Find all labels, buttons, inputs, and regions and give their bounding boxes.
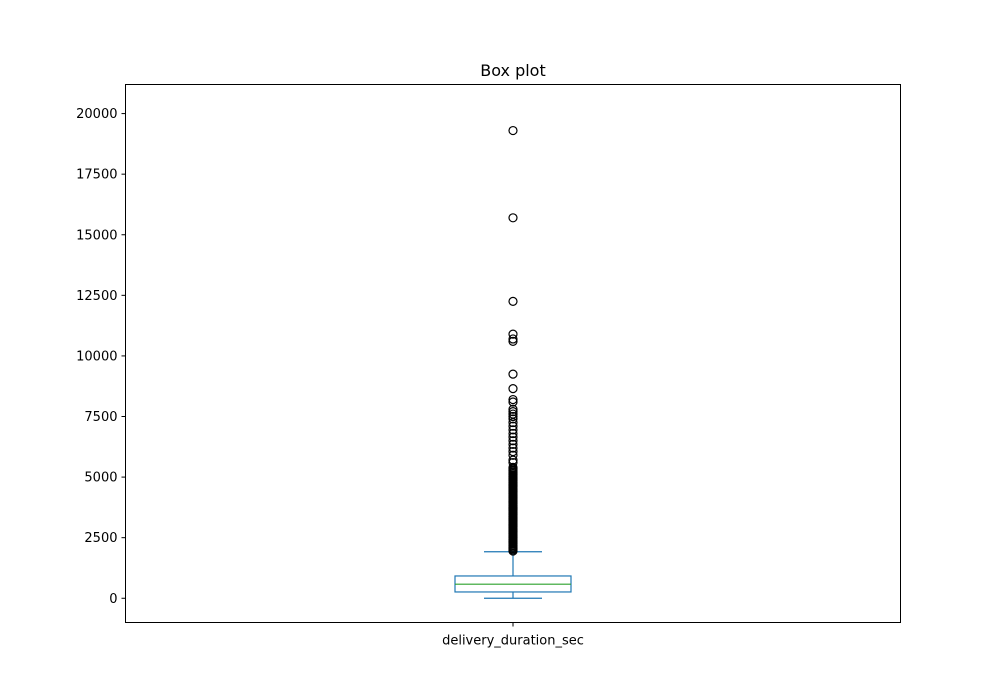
plot-frame — [125, 84, 901, 623]
y-tick-label: 20000 — [76, 107, 117, 122]
outlier-point — [508, 296, 518, 306]
outlier-point — [508, 125, 518, 136]
outlier-point — [508, 457, 518, 468]
outlier-point — [508, 425, 518, 435]
y-tick-label: 0 — [109, 592, 117, 607]
outlier-point — [508, 407, 518, 417]
outlier-point — [508, 336, 518, 346]
y-tick-label: 10000 — [76, 349, 117, 364]
y-tick-label: 12500 — [76, 289, 117, 304]
outlier-point — [508, 450, 518, 460]
outlier-point — [508, 436, 518, 446]
outlier-point — [508, 329, 518, 339]
outlier-point — [508, 428, 518, 439]
y-tick-label: 7500 — [84, 410, 117, 425]
y-tick-label: 17500 — [76, 168, 117, 183]
outlier-point — [508, 394, 518, 405]
chart-title: Box plot — [480, 61, 546, 80]
outlier-point — [508, 369, 518, 379]
outlier-point — [508, 213, 518, 223]
y-axis: 0 2500 5000 7500 10000 12500 15000 17500 20000 — [76, 107, 126, 607]
outlier-point — [508, 421, 518, 431]
y-tick-label: 2500 — [84, 531, 117, 546]
outlier-point — [508, 447, 518, 457]
x-tick-label: delivery_duration_sec — [442, 634, 584, 649]
outlier-point — [508, 334, 518, 344]
y-tick-label: 5000 — [84, 471, 117, 486]
y-tick-label: 15000 — [76, 228, 117, 243]
outlier-point — [508, 439, 518, 449]
outlier-point — [508, 411, 518, 422]
outlier-point — [508, 462, 518, 473]
x-axis: delivery_duration_sec — [442, 622, 584, 649]
outlier-point — [508, 397, 518, 407]
plot-content — [454, 125, 572, 599]
outlier-point — [508, 404, 518, 414]
outlier-point — [508, 409, 518, 419]
outlier-point — [508, 432, 518, 442]
outlier-point — [508, 443, 518, 453]
outlier-point — [508, 414, 518, 424]
outlier-point — [508, 384, 518, 394]
